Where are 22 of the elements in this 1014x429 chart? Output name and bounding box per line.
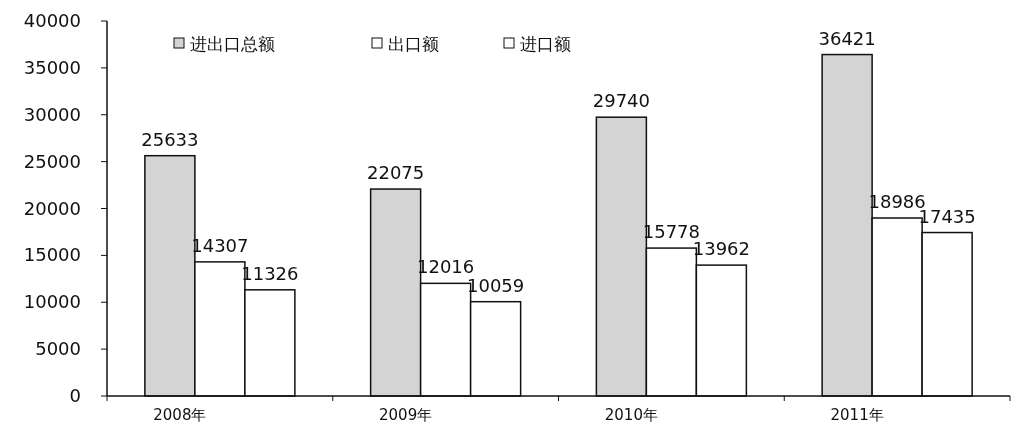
y-tick-label: 30000 — [23, 103, 81, 125]
x-tick-label: 2008年 — [153, 406, 207, 424]
legend-label: 进口额 — [520, 34, 571, 54]
y-tick-label: 20000 — [23, 197, 81, 219]
y-tick-label: 5000 — [35, 338, 81, 360]
data-label: 25633 — [141, 128, 199, 150]
x-tick-label: 2009年 — [379, 406, 433, 424]
y-tick-label: 25000 — [23, 150, 81, 172]
data-label: 13962 — [692, 238, 751, 260]
y-tick-label: 40000 — [23, 10, 81, 31]
data-label: 22075 — [366, 162, 425, 184]
x-tick-label: 2011年 — [830, 406, 884, 424]
data-label: 10059 — [466, 274, 525, 296]
y-tick-label: 10000 — [23, 291, 81, 313]
legend-label: 出口额 — [388, 34, 439, 54]
x-tick-label: 2010年 — [604, 406, 658, 424]
legend-label: 进出口总额 — [190, 34, 275, 54]
data-label: 36421 — [818, 27, 876, 49]
y-tick-label: 15000 — [23, 244, 81, 266]
y-tick-label: 35000 — [23, 56, 81, 78]
y-tick-label: 0 — [69, 385, 81, 406]
data-label: 29740 — [592, 90, 651, 112]
